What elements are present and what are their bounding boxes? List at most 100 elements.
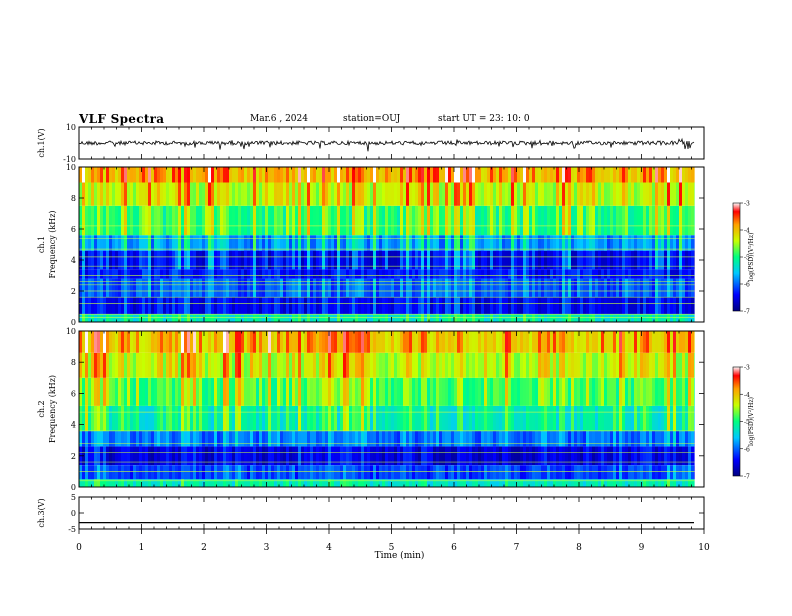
spectrogram-cell bbox=[424, 235, 427, 251]
spectrogram-cell bbox=[649, 205, 652, 236]
spectrogram-cell bbox=[682, 235, 685, 251]
spectrogram-cell bbox=[259, 405, 262, 431]
spectrogram-cell bbox=[592, 314, 595, 323]
spectrogram-cell bbox=[412, 269, 415, 279]
spectrogram-cell bbox=[205, 297, 208, 315]
spectrogram-cell bbox=[646, 377, 649, 406]
spectrogram-cell bbox=[484, 205, 487, 236]
spectrogram-cell bbox=[79, 465, 82, 480]
spectrogram-cell bbox=[259, 205, 262, 236]
spectrogram-cell bbox=[511, 278, 514, 298]
spectrogram-cell bbox=[253, 377, 256, 406]
spectrogram-cell bbox=[319, 430, 322, 447]
spectrogram-cell bbox=[400, 377, 403, 406]
spectrogram-cell bbox=[520, 446, 523, 466]
spectrogram-cell bbox=[463, 278, 466, 298]
spectrogram-cell bbox=[208, 269, 211, 279]
spectrogram-cell bbox=[511, 297, 514, 315]
spectrogram-cell bbox=[259, 269, 262, 279]
spectrogram-cell bbox=[349, 205, 352, 236]
spectrogram-cell bbox=[589, 269, 592, 279]
spectrogram-cell bbox=[229, 250, 232, 270]
spectrogram-cell bbox=[307, 269, 310, 279]
y-axis-label-channel: ch.2 bbox=[37, 400, 46, 417]
spectrogram-cell bbox=[679, 167, 682, 183]
spectrogram-cell bbox=[538, 250, 541, 270]
spectrogram-cell bbox=[496, 331, 499, 353]
spectrogram-cell bbox=[397, 352, 400, 378]
spectrogram-cell bbox=[283, 167, 286, 183]
spectrogram-cell bbox=[223, 314, 226, 323]
spectrogram-cell bbox=[256, 465, 259, 480]
spectrogram-cell bbox=[595, 430, 598, 447]
spectrogram-cell bbox=[172, 430, 175, 447]
spectrogram-cell bbox=[493, 278, 496, 298]
spectrogram-cell bbox=[181, 352, 184, 378]
spectrogram-cell bbox=[568, 269, 571, 279]
spectrogram-cell bbox=[112, 465, 115, 480]
spectrogram-cell bbox=[112, 278, 115, 298]
spectrogram-cell bbox=[322, 446, 325, 466]
spectrogram-cell bbox=[442, 405, 445, 431]
spectrogram-cell bbox=[202, 352, 205, 378]
spectrogram-cell bbox=[538, 167, 541, 183]
spectrogram-cell bbox=[514, 446, 517, 466]
spectrogram-cell bbox=[301, 278, 304, 298]
spectrogram-cell bbox=[289, 430, 292, 447]
spectrogram-cell bbox=[610, 297, 613, 315]
spectrogram-cell bbox=[82, 182, 85, 206]
spectrogram-cell bbox=[430, 297, 433, 315]
spectrogram-cell bbox=[373, 446, 376, 466]
spectrogram-cell bbox=[571, 405, 574, 431]
spectrogram-cell bbox=[577, 352, 580, 378]
spectrogram-cell bbox=[328, 235, 331, 251]
spectrogram-cell bbox=[448, 297, 451, 315]
spectrogram-cell bbox=[376, 479, 379, 487]
spectrogram-cell bbox=[481, 235, 484, 251]
spectrogram-cell bbox=[442, 331, 445, 353]
spectrogram-cell bbox=[100, 377, 103, 406]
spectrogram-cell bbox=[139, 235, 142, 251]
spectrogram-cell bbox=[544, 182, 547, 206]
spectrogram-cell bbox=[676, 377, 679, 406]
spectrogram-cell bbox=[475, 465, 478, 480]
spectrogram-cell bbox=[559, 314, 562, 323]
spectrogram-cell bbox=[673, 465, 676, 480]
spectrogram-cell bbox=[490, 377, 493, 406]
spectrogram-cell bbox=[193, 250, 196, 270]
y-tick-label: 2 bbox=[71, 287, 76, 296]
spectrogram-cell bbox=[502, 235, 505, 251]
spectrogram-cell bbox=[121, 167, 124, 183]
spectrogram-cell bbox=[565, 278, 568, 298]
spectrogram-cell bbox=[550, 205, 553, 236]
spectrogram-cell bbox=[316, 235, 319, 251]
spectrogram-cell bbox=[679, 446, 682, 466]
spectrogram-cell bbox=[184, 269, 187, 279]
spectrogram-cell bbox=[160, 314, 163, 323]
spectrogram-cell bbox=[157, 405, 160, 431]
spectrogram-cell bbox=[253, 205, 256, 236]
spectrogram-cell bbox=[100, 250, 103, 270]
spectrogram-cell bbox=[457, 465, 460, 480]
spectrogram-cell bbox=[661, 465, 664, 480]
spectrogram-cell bbox=[118, 430, 121, 447]
spectrogram-cell bbox=[268, 250, 271, 270]
spectrogram-cell bbox=[118, 250, 121, 270]
spectrogram-cell bbox=[337, 479, 340, 487]
spectrogram-cell bbox=[253, 314, 256, 323]
spectrogram-cell bbox=[148, 250, 151, 270]
spectrogram-cell bbox=[469, 331, 472, 353]
spectrogram-cell bbox=[193, 465, 196, 480]
spectrogram-cell bbox=[154, 479, 157, 487]
spectrogram-cell bbox=[454, 278, 457, 298]
spectrogram-cell bbox=[118, 446, 121, 466]
spectrogram-cell bbox=[313, 405, 316, 431]
spectrogram-cell bbox=[367, 297, 370, 315]
spectrogram-cell bbox=[208, 352, 211, 378]
spectrogram-cell bbox=[184, 235, 187, 251]
spectrogram-cell bbox=[625, 278, 628, 298]
spectrogram-cell bbox=[439, 235, 442, 251]
spectrogram-cell bbox=[202, 430, 205, 447]
spectrogram-cell bbox=[103, 297, 106, 315]
spectrogram-cell bbox=[88, 278, 91, 298]
